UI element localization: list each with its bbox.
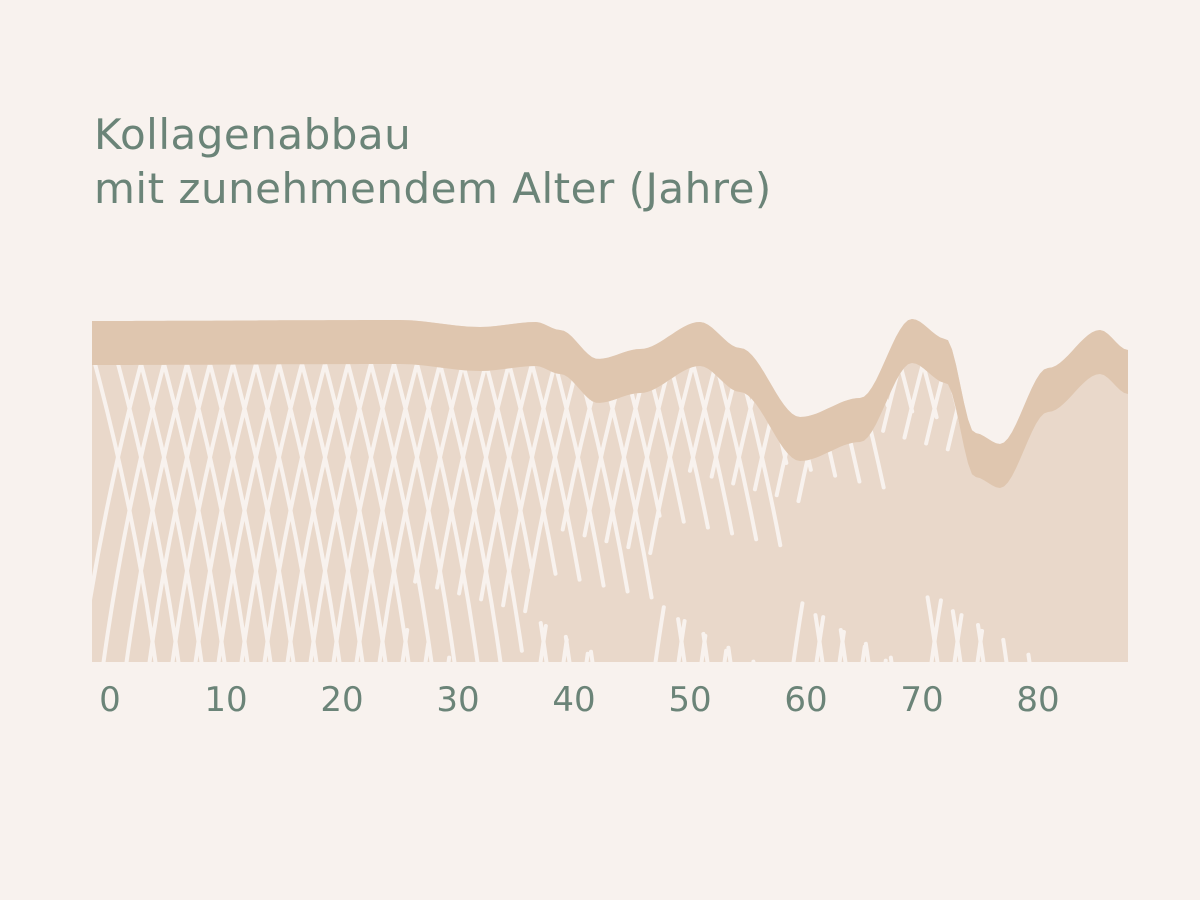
collagen-fiber <box>837 363 903 662</box>
collagen-fiber <box>101 363 167 662</box>
collagen-fiber <box>515 363 581 662</box>
collagen-fiber <box>216 363 282 662</box>
collagen-fiber <box>377 363 443 662</box>
collagen-fiber <box>469 363 535 662</box>
collagen-fiber <box>308 363 374 662</box>
collagen-fiber <box>147 363 213 662</box>
x-axis: 0 10 20 30 40 50 60 70 80 <box>0 678 1200 728</box>
collagen-fiber <box>690 363 756 662</box>
collagen-fiber <box>170 363 236 662</box>
x-tick-label: 60 <box>784 680 828 720</box>
collagen-fiber <box>446 363 512 662</box>
collagen-fiber <box>736 363 802 662</box>
collagen-fiber-network <box>92 363 1055 662</box>
collagen-fiber <box>897 363 963 662</box>
x-tick-label: 50 <box>668 680 712 720</box>
x-tick-label: 80 <box>1016 680 1060 720</box>
x-tick-label: 40 <box>552 680 596 720</box>
collagen-fiber <box>124 363 190 662</box>
collagen-fiber <box>929 363 995 662</box>
chart-title: Kollagenabbau mit zunehmendem Alter (Jah… <box>94 108 772 216</box>
x-tick-label: 10 <box>204 680 248 720</box>
x-tick-label: 70 <box>900 680 944 720</box>
collagen-fiber <box>400 363 466 662</box>
skin-surface-band <box>92 319 1128 488</box>
title-line-2: mit zunehmendem Alter (Jahre) <box>94 164 772 213</box>
collagen-fiber <box>285 363 351 662</box>
collagen-fiber <box>331 363 397 662</box>
collagen-fiber <box>423 363 489 662</box>
collagen-fiber <box>860 363 926 662</box>
x-tick-label: 30 <box>436 680 480 720</box>
collagen-fiber <box>239 363 305 662</box>
collagen-fiber <box>262 363 328 662</box>
collagen-fiber <box>354 363 420 662</box>
collagen-fiber <box>607 363 673 662</box>
collagen-fiber <box>667 363 733 662</box>
collagen-fiber <box>193 363 259 662</box>
collagen-fiber <box>644 363 710 662</box>
collagen-fiber <box>584 363 650 662</box>
collagen-fiber <box>713 363 779 662</box>
collagen-fiber <box>920 363 986 662</box>
collagen-fiber <box>883 363 949 662</box>
collagen-fiber <box>92 363 144 662</box>
x-tick-label: 0 <box>99 680 121 720</box>
collagen-fiber <box>492 363 558 662</box>
collagen-fiber <box>630 363 696 662</box>
x-tick-label: 20 <box>320 680 364 720</box>
collagen-fiber <box>952 363 1018 662</box>
collagen-fiber <box>561 363 627 662</box>
collagen-fiber <box>676 363 742 662</box>
title-line-1: Kollagenabbau <box>94 110 412 159</box>
collagen-fiber <box>653 363 719 662</box>
